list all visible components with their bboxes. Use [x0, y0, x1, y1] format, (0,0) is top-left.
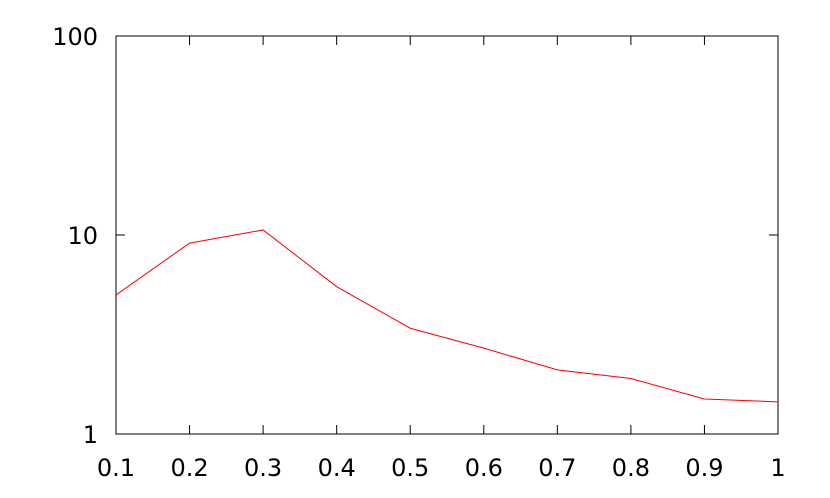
x-tick-label: 0.6: [465, 454, 503, 482]
x-tick-label: 0.4: [318, 454, 356, 482]
data-line: [115, 229, 779, 403]
y-tick-label: 10: [67, 222, 98, 250]
x-tick-label: 0.7: [538, 454, 576, 482]
x-tick-label: 0.2: [170, 454, 208, 482]
y-tick-label: 100: [52, 23, 98, 51]
x-tick-label: 0.3: [244, 454, 282, 482]
plot-frame: [115, 35, 779, 435]
y-tick-label: 1: [83, 421, 98, 449]
x-tick-label: 0.8: [612, 454, 650, 482]
x-tick-label: 0.9: [685, 454, 723, 482]
x-tick-label: 0.1: [97, 454, 135, 482]
x-tick-label: 1: [770, 454, 785, 482]
x-tick-label: 0.5: [391, 454, 429, 482]
